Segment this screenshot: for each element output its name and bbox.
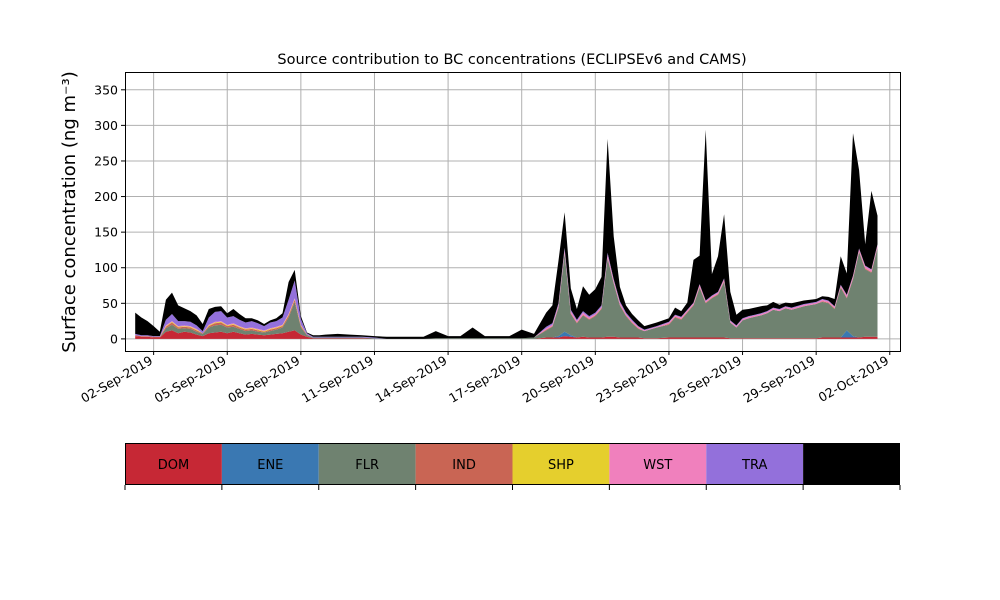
area-bb — [135, 129, 878, 339]
legend-label-tra: TRA — [741, 458, 767, 473]
legend: DOM ENE FLR IND SHP WST TRA BB — [124, 443, 901, 490]
area-dom — [135, 330, 878, 339]
y-tick-label: 300 — [94, 118, 118, 133]
legend-swatch-dom — [125, 443, 222, 485]
y-tick-label: 0 — [110, 331, 118, 346]
x-tick-label: 02-Sep-2019 — [78, 353, 155, 406]
plot-frame — [125, 72, 901, 352]
y-axis: 0 50 100 150 200 250 300 350 — [94, 82, 125, 346]
legend-swatch-bb — [803, 443, 900, 485]
legend-label-shp: SHP — [548, 458, 574, 473]
x-axis: 02-Sep-201905-Sep-201908-Sep-201911-Sep-… — [78, 351, 891, 406]
legend-swatch-ene — [221, 443, 319, 485]
legend-label-bb: BB — [843, 458, 861, 473]
legend-label-wst: WST — [643, 458, 672, 473]
legend-swatch-shp — [512, 443, 610, 485]
y-tick-label: 350 — [94, 82, 118, 97]
y-tick-label: 100 — [94, 260, 118, 275]
legend-swatch-tra — [706, 443, 804, 485]
x-tick-label: 11-Sep-2019 — [299, 353, 376, 406]
x-tick-label: 08-Sep-2019 — [225, 353, 302, 406]
x-tick-label: 23-Sep-2019 — [593, 353, 670, 406]
grid — [125, 72, 900, 351]
legend-label-ene: ENE — [257, 458, 283, 473]
y-tick-label: 200 — [94, 189, 118, 204]
x-tick-label: 02-Oct-2019 — [816, 353, 892, 405]
area-flr — [135, 247, 878, 339]
legend-swatch-wst — [609, 443, 707, 485]
y-tick-label: 50 — [102, 296, 118, 311]
legend-label-flr: FLR — [355, 458, 379, 473]
x-tick-label: 17-Sep-2019 — [446, 353, 523, 406]
x-tick-label: 26-Sep-2019 — [667, 353, 744, 406]
legend-label-dom: DOM — [158, 458, 189, 473]
legend-label-ind: IND — [452, 458, 476, 473]
x-tick-label: 29-Sep-2019 — [741, 353, 818, 406]
legend-frame — [125, 443, 900, 485]
y-axis-label: Surface concentration (ng m⁻³) — [59, 71, 80, 353]
stacked-areas — [135, 129, 878, 339]
x-tick-label: 20-Sep-2019 — [520, 353, 597, 406]
chart-title: Source contribution to BC concentrations… — [277, 52, 746, 68]
x-tick-label: 14-Sep-2019 — [373, 353, 450, 406]
y-tick-label: 250 — [94, 153, 118, 168]
legend-swatch-flr — [318, 443, 416, 485]
y-tick-label: 150 — [94, 225, 118, 240]
legend-swatch-ind — [415, 443, 513, 485]
x-tick-label: 05-Sep-2019 — [152, 353, 229, 406]
